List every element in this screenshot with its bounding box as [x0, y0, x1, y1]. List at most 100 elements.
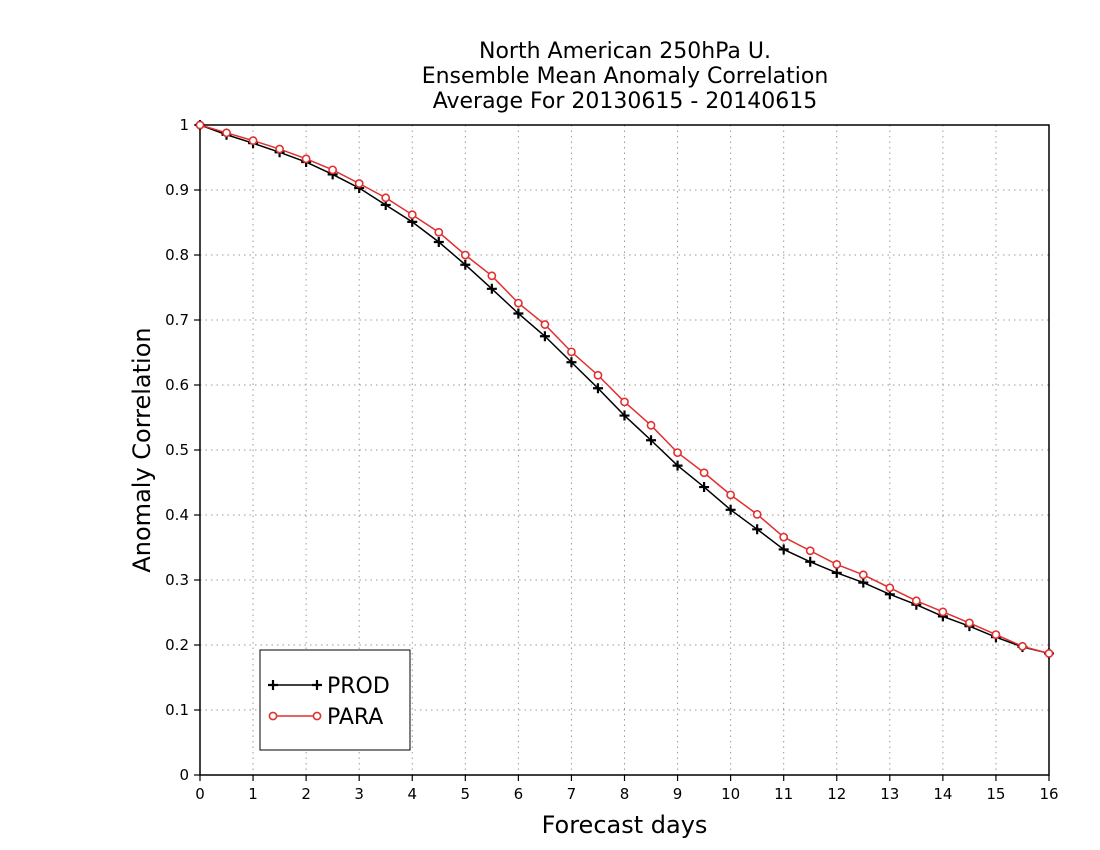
x-tick-label: 6 — [514, 785, 524, 803]
y-tick-label: 0.6 — [165, 376, 189, 394]
y-tick-label: 0.1 — [165, 701, 189, 719]
series-para-point — [540, 320, 550, 329]
x-axis-ticks: 0 1 2 3 4 5 6 7 8 9 10 11 12 13 14 15 16 — [195, 775, 1059, 803]
legend-label-prod: PROD — [327, 674, 390, 699]
x-tick-label: 5 — [461, 785, 471, 803]
y-tick-label: 0.8 — [165, 246, 189, 264]
series-prod-point — [486, 283, 497, 294]
y-tick-label: 0.3 — [165, 571, 189, 589]
series-para-point — [407, 210, 417, 220]
chart-title-line: Ensemble Mean Anomaly Correlation — [422, 64, 829, 89]
x-tick-label: 11 — [774, 785, 793, 803]
legend-box — [259, 649, 411, 751]
series-prod-point — [672, 460, 683, 471]
series-prod-point — [831, 567, 842, 578]
x-tick-label: 0 — [195, 785, 205, 803]
series-para-point — [567, 347, 576, 357]
series-para-point — [1018, 641, 1027, 651]
series-para-point — [434, 227, 444, 237]
series-prod-point — [513, 308, 524, 319]
series-para-point — [885, 583, 895, 593]
series-para-point — [513, 298, 523, 308]
legend-label-para: PARA — [327, 705, 383, 730]
x-tick-label: 8 — [620, 785, 630, 803]
series-prod-point — [433, 237, 444, 247]
series-lines — [195, 120, 1054, 659]
series-para — [195, 120, 1054, 658]
series-para-point — [248, 136, 258, 145]
series-prod-point — [460, 259, 471, 270]
series-para-point — [673, 448, 682, 457]
series-para-point — [301, 154, 311, 164]
x-tick-label: 7 — [567, 785, 577, 803]
y-axis-label: Anomaly Correlation — [128, 327, 156, 572]
series-prod-point — [778, 544, 789, 555]
x-tick-label: 4 — [407, 785, 417, 803]
legend-para-start-point — [268, 711, 278, 721]
series-para-point — [328, 165, 338, 175]
series-para-point — [620, 397, 629, 407]
series-prod-point — [805, 556, 816, 567]
series-para-point — [805, 546, 815, 556]
x-tick-label: 9 — [673, 785, 683, 803]
x-tick-label: 14 — [933, 785, 952, 803]
x-tick-label: 15 — [986, 785, 1005, 803]
y-tick-label: 1 — [179, 116, 189, 134]
series-para-point — [195, 120, 205, 130]
series-para-point — [222, 128, 231, 138]
grid-lines — [200, 125, 1049, 775]
series-prod-point — [725, 504, 736, 515]
series-para-point — [911, 596, 921, 606]
series-para-point — [858, 570, 868, 580]
series-para-point — [938, 607, 948, 617]
y-tick-label: 0 — [179, 766, 189, 784]
y-tick-label: 0.2 — [165, 636, 189, 654]
series-prod-point — [646, 435, 657, 446]
y-tick-label: 0.5 — [165, 441, 189, 459]
x-tick-label: 12 — [827, 785, 846, 803]
series-prod-point — [752, 524, 763, 535]
series-prod-point — [699, 482, 710, 493]
series-para-point — [275, 144, 284, 154]
series-para-point — [699, 468, 709, 478]
series-para-point — [460, 250, 470, 260]
y-tick-label: 0.9 — [165, 181, 189, 199]
x-axis-label: Forecast days — [542, 811, 708, 839]
series-para-point — [832, 560, 842, 569]
x-tick-label: 2 — [301, 785, 311, 803]
series-prod-point — [566, 357, 577, 368]
x-tick-label: 13 — [880, 785, 899, 803]
legend-item-prod: PROD — [268, 674, 390, 699]
chart-title: North American 250hPa U.Ensemble Mean An… — [422, 39, 829, 114]
legend-prod-start-point — [268, 680, 278, 690]
x-tick-label: 3 — [354, 785, 364, 803]
legend: PROD PARA — [259, 649, 411, 751]
legend-prod-end-point — [312, 680, 322, 690]
series-para-point — [381, 193, 391, 203]
series-para-point — [779, 532, 789, 542]
legend-para-end-point — [312, 711, 322, 721]
series-para-point — [726, 490, 736, 500]
x-tick-label: 10 — [721, 785, 740, 803]
y-tick-label: 0.4 — [165, 506, 189, 524]
series-para-point — [1044, 649, 1054, 658]
series-para-point — [965, 618, 974, 628]
series-para-point — [991, 630, 1001, 639]
x-tick-label: 16 — [1039, 785, 1058, 803]
series-para-point — [593, 370, 603, 380]
chart-title-line: North American 250hPa U. — [479, 39, 771, 64]
series-para-point — [646, 420, 656, 430]
series-prod-point — [858, 577, 869, 588]
x-tick-label: 1 — [248, 785, 258, 803]
y-axis-ticks: 0 0.1 0.2 0.3 0.4 0.5 0.6 0.7 0.8 0.9 1 — [165, 116, 200, 784]
series-prod-point — [619, 410, 630, 421]
y-tick-label: 0.7 — [165, 311, 189, 329]
series-prod-point — [539, 331, 550, 342]
series-para-point — [487, 271, 497, 281]
series-para-point — [752, 509, 762, 519]
series-prod-point — [592, 383, 603, 394]
chart-title-line: Average For 20130615 - 20140615 — [433, 89, 818, 114]
legend-item-para: PARA — [268, 705, 383, 730]
series-para-point — [354, 179, 364, 188]
